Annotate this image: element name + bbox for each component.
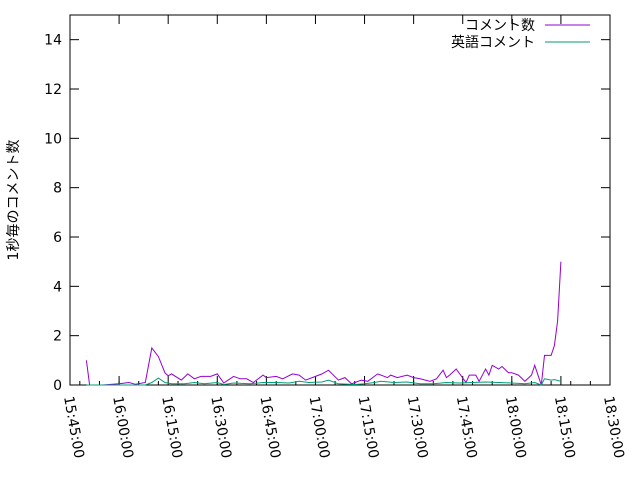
- axes: 0 2 4 6 8 10 12 14 15:45:00 16:00:00 16:15:00 16:30…: [44, 15, 627, 460]
- y-tick-label: 6: [53, 230, 62, 246]
- x-tick-label: 16:15:00: [158, 395, 185, 460]
- series-line: [86, 262, 561, 385]
- y-tick-label: 14: [44, 33, 62, 49]
- y-tick-label: 2: [53, 329, 62, 345]
- x-tick-label: 17:15:00: [355, 395, 382, 460]
- series-line: [86, 378, 561, 385]
- x-tick-label: 18:15:00: [551, 395, 578, 460]
- legend-label: 英語コメント: [451, 34, 535, 51]
- x-tick-label: 17:00:00: [306, 395, 333, 460]
- x-tick-label: 17:45:00: [453, 395, 480, 460]
- x-tick-label: 15:45:00: [60, 395, 87, 460]
- y-axis-label: 1秒毎のコメント数: [6, 140, 22, 261]
- x-tick-label: 16:00:00: [109, 395, 136, 460]
- x-tick-label: 16:45:00: [256, 395, 283, 460]
- x-tick-label: 17:30:00: [404, 395, 431, 460]
- plot-border: [70, 15, 610, 385]
- y-tick-label: 4: [53, 279, 62, 295]
- y-tick-label: 12: [44, 82, 62, 98]
- x-tick-label: 18:00:00: [502, 395, 529, 460]
- y-tick-label: 10: [44, 131, 62, 147]
- y-tick-label: 8: [53, 181, 62, 197]
- series-group: [86, 262, 561, 385]
- legend-label: コメント数: [465, 18, 535, 34]
- y-tick-label: 0: [53, 378, 62, 394]
- x-tick-label: 16:30:00: [207, 395, 234, 460]
- x-tick-label: 18:30:00: [600, 395, 627, 460]
